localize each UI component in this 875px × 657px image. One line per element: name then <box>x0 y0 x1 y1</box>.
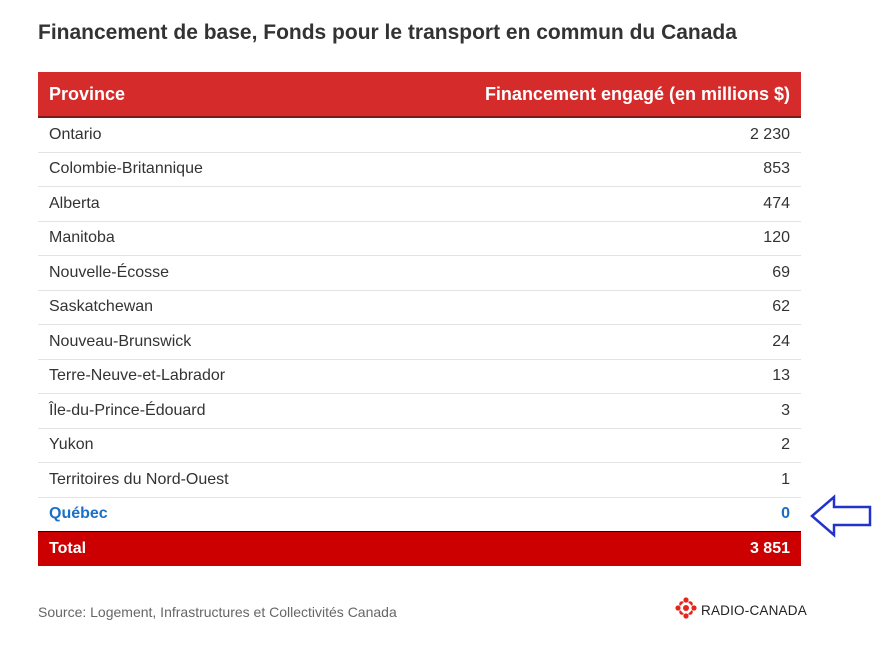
row-value: 120 <box>763 229 790 247</box>
row-value: 24 <box>772 332 790 350</box>
table-row: Manitoba 120 <box>38 222 801 256</box>
arrow-left-icon <box>810 494 872 543</box>
radio-canada-logo: RADIO-CANADA <box>675 597 807 624</box>
brand-name: RADIO-CANADA <box>701 603 807 618</box>
row-province: Nouveau-Brunswick <box>49 332 192 350</box>
total-value: 3 851 <box>749 540 790 557</box>
funding-table: Province Financement engagé (en millions… <box>38 72 801 566</box>
table-row: Alberta 474 <box>38 187 801 222</box>
row-value: 3 <box>781 401 790 419</box>
header-province: Province <box>49 83 126 104</box>
row-province: Saskatchewan <box>49 298 154 316</box>
table-row: Yukon 2 <box>38 429 801 463</box>
row-value: 2 230 <box>749 125 790 143</box>
row-province: Colombie-Britannique <box>49 160 203 178</box>
row-province: Nouvelle-Écosse <box>49 263 170 281</box>
row-value: 69 <box>772 263 790 281</box>
row-value: 13 <box>772 367 790 385</box>
total-label: Total <box>49 540 87 557</box>
row-province: Alberta <box>49 194 100 212</box>
row-value: 853 <box>763 160 790 178</box>
total-row: Total 3 851 <box>38 532 801 566</box>
radio-canada-logo-icon <box>675 597 697 624</box>
source-note: Source: Logement, Infrastructures et Col… <box>38 604 397 620</box>
row-province: Manitoba <box>49 229 115 247</box>
row-value: 62 <box>772 298 790 316</box>
row-value: 474 <box>763 194 790 212</box>
row-province: Québec <box>49 505 108 523</box>
table-header: Province Financement engagé (en millions… <box>38 72 801 118</box>
table-row: Territoires du Nord-Ouest 1 <box>38 463 801 498</box>
page-title: Financement de base, Fonds pour le trans… <box>38 21 737 44</box>
table-row: Colombie-Britannique 853 <box>38 153 801 187</box>
row-value: 0 <box>781 505 790 523</box>
row-value: 1 <box>781 470 790 488</box>
row-province: Terre-Neuve-et-Labrador <box>49 367 226 385</box>
header-funding: Financement engagé (en millions $) <box>484 83 790 104</box>
row-province: Île-du-Prince-Édouard <box>49 401 206 419</box>
row-value: 2 <box>781 436 790 454</box>
table-row: Saskatchewan 62 <box>38 291 801 325</box>
row-province: Yukon <box>49 436 94 454</box>
table-row: Nouveau-Brunswick 24 <box>38 325 801 360</box>
row-province: Territoires du Nord-Ouest <box>49 470 229 488</box>
row-province: Ontario <box>49 125 102 143</box>
table-row: Terre-Neuve-et-Labrador 13 <box>38 360 801 394</box>
table-row: Nouvelle-Écosse 69 <box>38 256 801 291</box>
table-row: Île-du-Prince-Édouard 3 <box>38 394 801 429</box>
table-row-highlighted: Québec 0 <box>38 498 801 532</box>
table-row: Ontario 2 230 <box>38 118 801 153</box>
